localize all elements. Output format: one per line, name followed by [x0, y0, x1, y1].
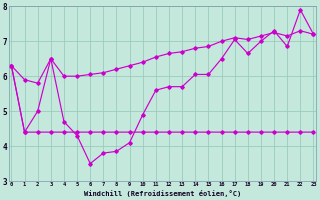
X-axis label: Windchill (Refroidissement éolien,°C): Windchill (Refroidissement éolien,°C) [84, 190, 241, 197]
